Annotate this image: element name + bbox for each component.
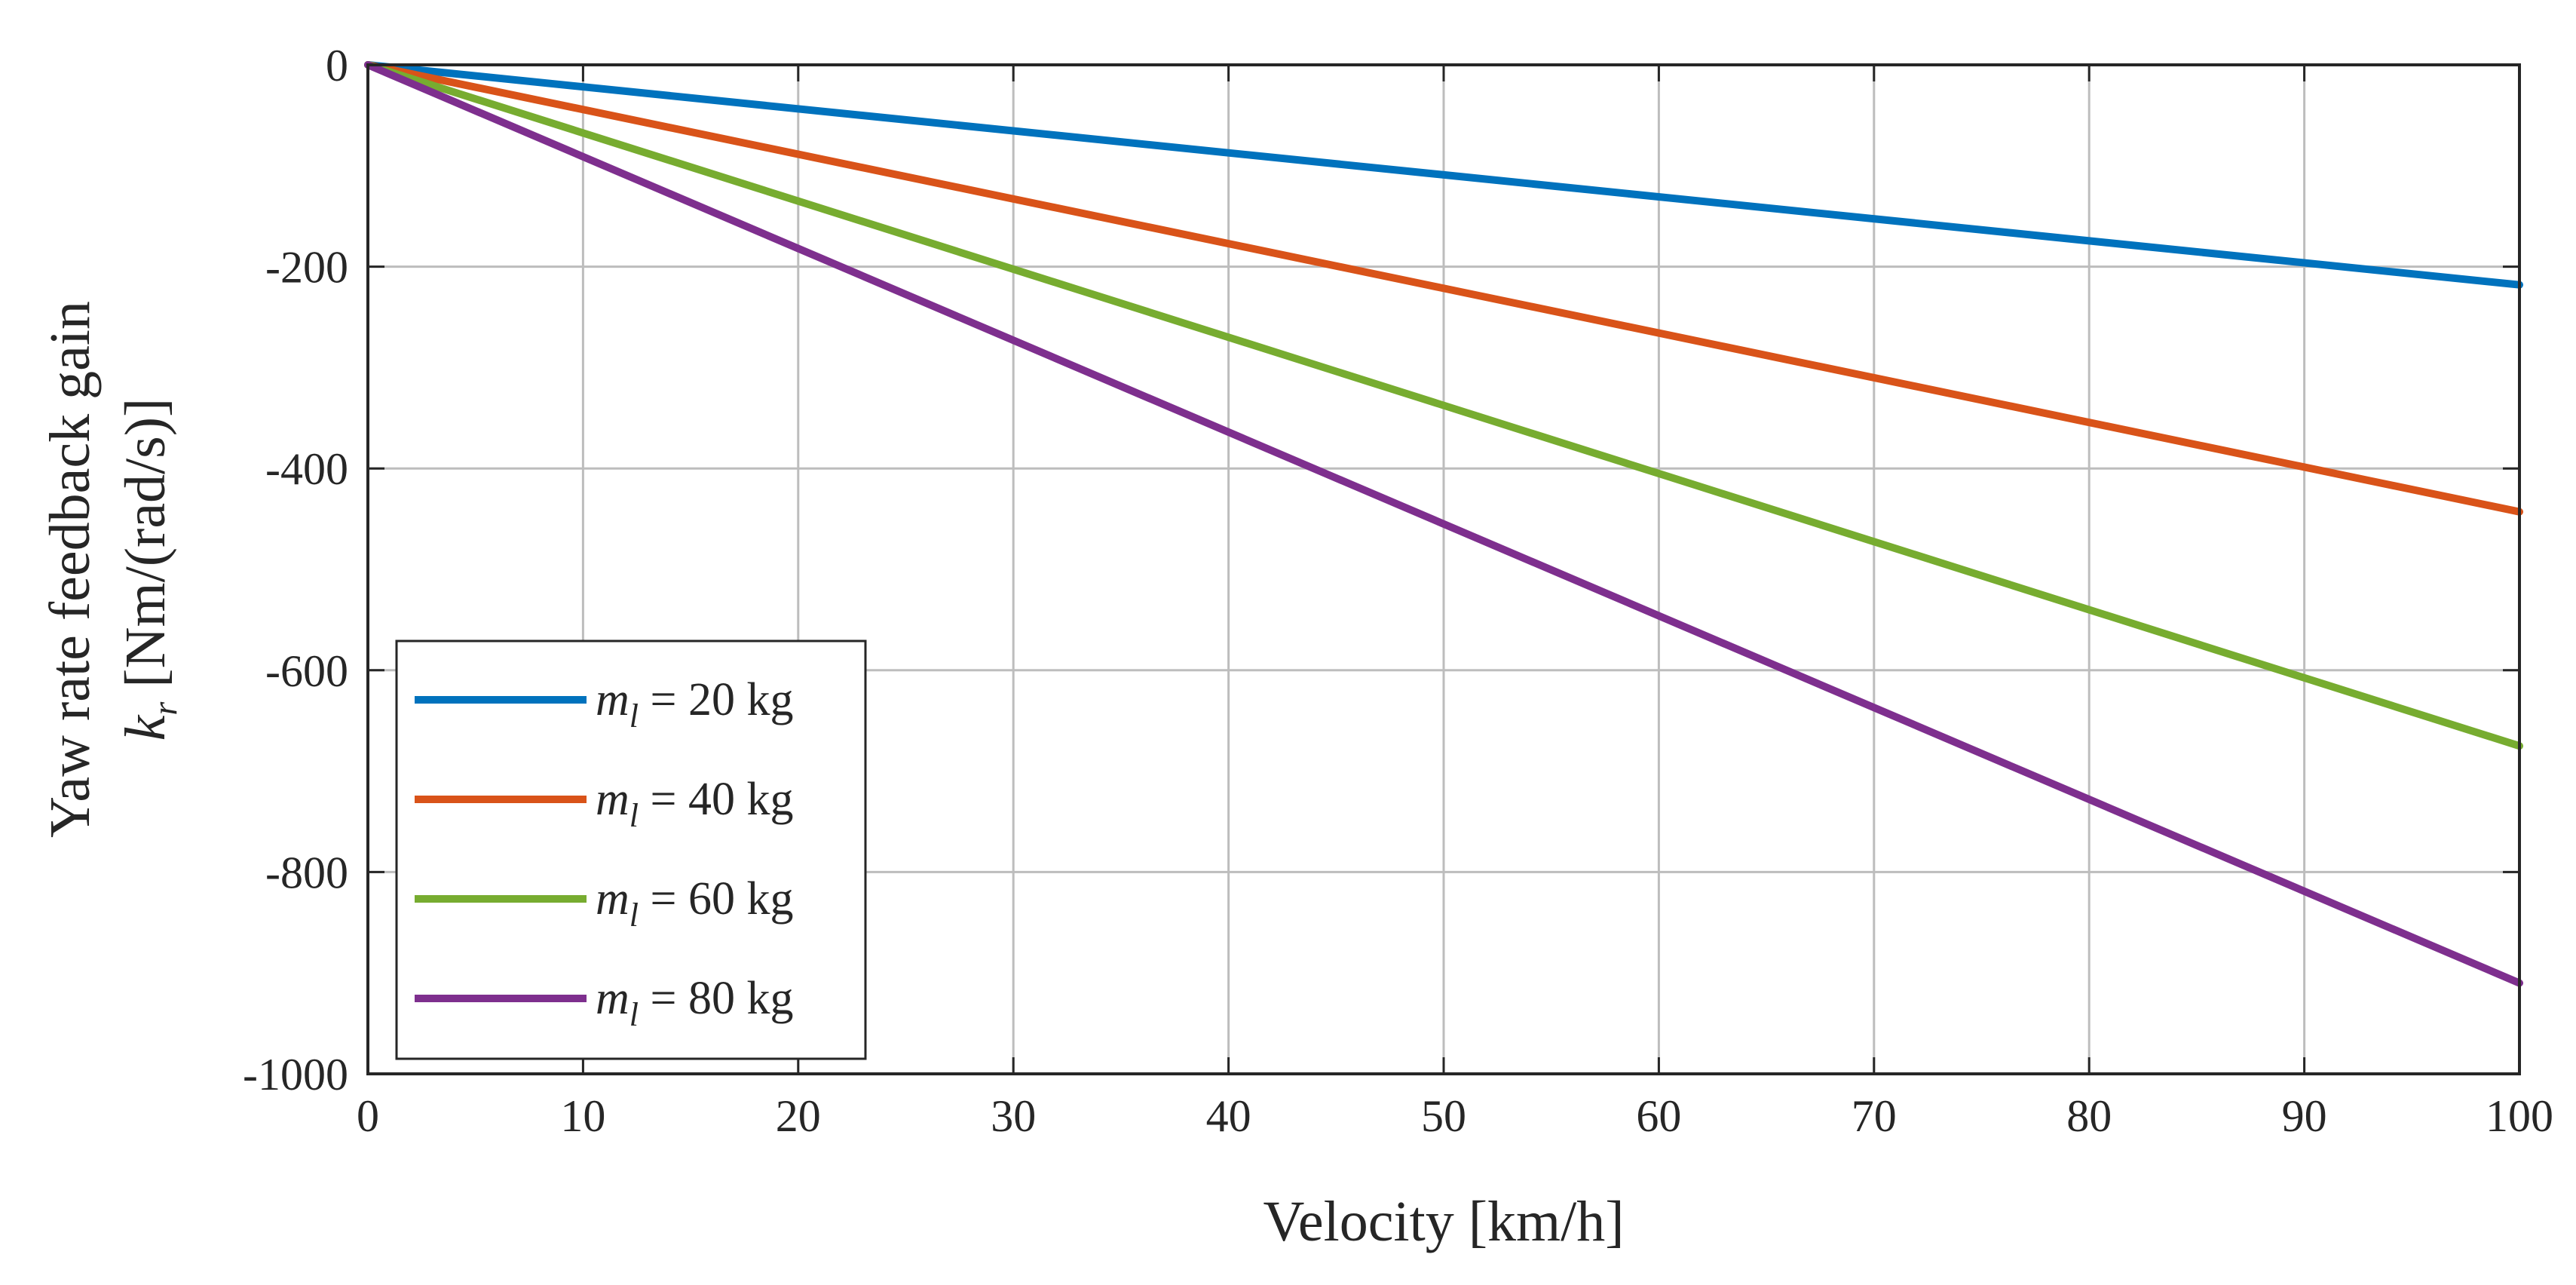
legend-text: = 40 kg	[639, 774, 793, 825]
y-tick-label: 0	[326, 41, 348, 90]
x-tick-label: 20	[776, 1091, 821, 1141]
legend-text: = 20 kg	[639, 674, 793, 725]
series-line	[364, 61, 2523, 750]
x-tick-label: 70	[1852, 1091, 1897, 1141]
legend-label: ml = 40 kg	[596, 774, 793, 834]
legend-symbol: m	[596, 873, 629, 925]
legend-box	[395, 639, 867, 1060]
y-tick-label: -600	[265, 646, 348, 696]
x-axis-title: Velocity [km/h]	[1263, 1190, 1624, 1253]
legend-subscript: l	[629, 897, 639, 934]
legend-text: = 60 kg	[639, 873, 793, 925]
x-tick-label: 80	[2066, 1091, 2112, 1141]
x-tick-label: 60	[1636, 1091, 1681, 1141]
y-tick-label: -1000	[243, 1050, 348, 1099]
x-tick-label: 90	[2282, 1091, 2327, 1141]
x-tick-label: 50	[1421, 1091, 1466, 1141]
series-line	[364, 61, 2523, 987]
y-axis-symbol: k	[114, 714, 177, 741]
series-lines	[364, 61, 2523, 987]
y-axis-title-line1: Yaw rate feedback gain	[38, 301, 102, 838]
legend-label: ml = 20 kg	[596, 674, 793, 735]
legend-subscript: l	[629, 996, 639, 1033]
y-tick-label: -800	[265, 848, 348, 897]
y-axis-spacer	[114, 688, 177, 702]
series-line	[364, 61, 2523, 289]
x-tick-label: 10	[560, 1091, 605, 1141]
y-axis-symbol-subscript: r	[145, 701, 184, 716]
x-tick-label: 0	[357, 1091, 379, 1141]
legend-symbol: m	[596, 973, 629, 1024]
legend-symbol: m	[596, 674, 629, 725]
series-line	[364, 61, 2523, 516]
legend-text: = 80 kg	[639, 973, 793, 1024]
y-tick-label: -200	[265, 243, 348, 293]
y-axis-title: Yaw rate feedback gain kr [Nm/(rad/s)]	[38, 301, 184, 838]
legend-subscript: l	[629, 797, 639, 834]
axis-ticks: 0 10 20 30 40 50 60 70 80 90 100 0 -200 -400 -600 -800 -…	[243, 41, 2553, 1141]
x-tick-label: 40	[1206, 1091, 1251, 1141]
x-tick-label: 30	[991, 1091, 1036, 1141]
x-tick-label: 100	[2486, 1091, 2553, 1141]
legend-label: ml = 80 kg	[596, 973, 793, 1033]
legend-label: ml = 60 kg	[596, 873, 793, 934]
y-tick-label: -400	[265, 444, 348, 494]
legend-subscript: l	[629, 698, 639, 735]
grid	[368, 65, 2519, 1074]
y-axis-title-line2: kr [Nm/(rad/s)]	[114, 398, 184, 741]
y-axis-unit: [Nm/(rad/s)]	[114, 398, 177, 688]
legend-symbol: m	[596, 774, 629, 825]
